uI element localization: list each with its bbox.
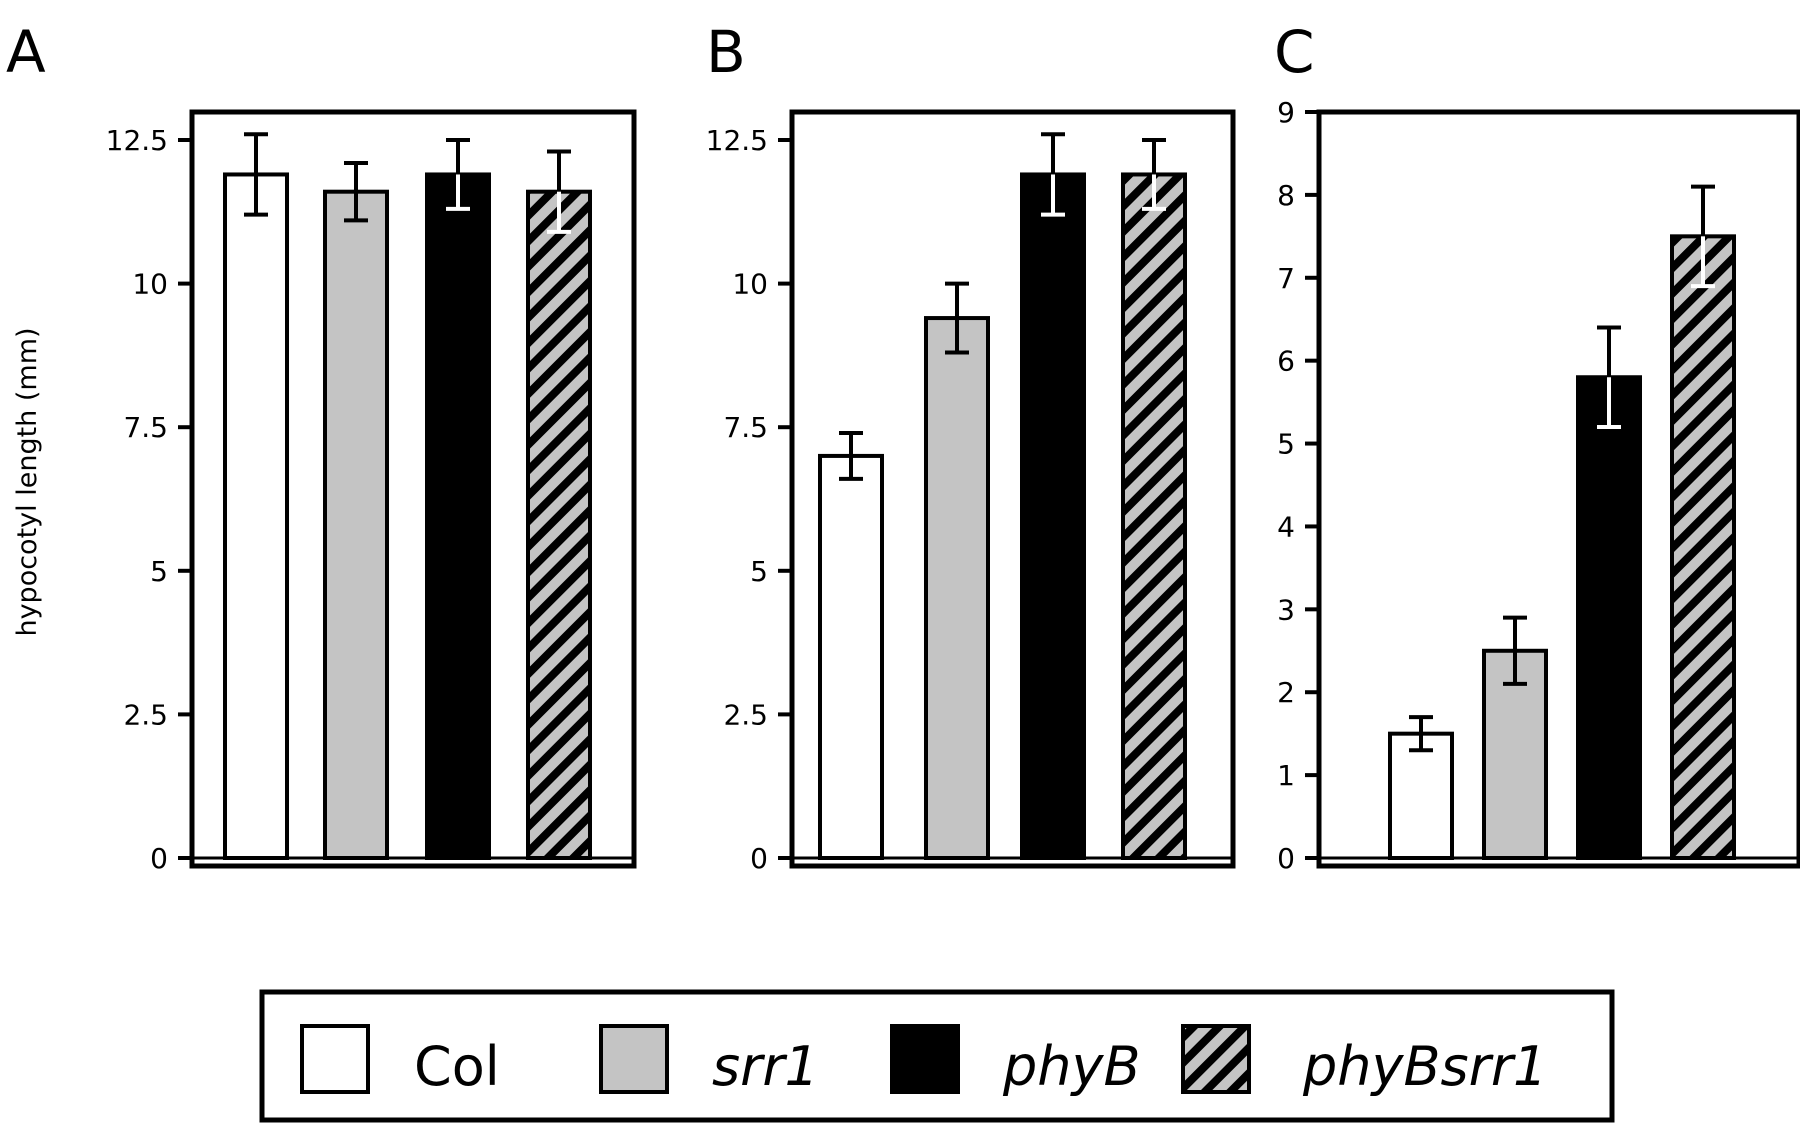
legend-swatch — [1181, 1024, 1251, 1094]
legend-swatch — [890, 1024, 960, 1094]
legend-swatch — [300, 1024, 370, 1094]
y-tick-label: 12.5 — [706, 124, 768, 157]
panel-C: C 0 1 2 3 4 5 6 7 8 9 — [1274, 18, 1800, 875]
legend-item-srr1: srr1 — [599, 1024, 819, 1098]
legend-swatch — [599, 1024, 669, 1094]
plot-frame — [1316, 109, 1800, 869]
y-tick-label: 7.5 — [723, 411, 768, 444]
plot-frame — [789, 109, 1236, 869]
bar-srr1 — [323, 189, 389, 861]
y-tick-label: 6 — [1277, 345, 1295, 378]
legend-frame — [259, 989, 1615, 1123]
y-tick-label: 8 — [1277, 179, 1295, 212]
legend-label: phyBsrr1 — [1302, 1035, 1547, 1098]
plot-frame — [189, 109, 637, 869]
y-tick-label: 7.5 — [123, 411, 168, 444]
panel-A: A 0 2.5 5 7.5 10 12.5 hypocotyl length (mm) — [6, 18, 637, 875]
legend-item-Col: Col — [300, 1024, 500, 1098]
y-tick-label: 3 — [1277, 593, 1295, 626]
legend-label: phyB — [1002, 1035, 1141, 1098]
y-tick-label: 7 — [1277, 262, 1295, 295]
y-tick-label: 2 — [1277, 676, 1295, 709]
legend-label: srr1 — [712, 1035, 819, 1098]
bar-phyB — [425, 172, 491, 861]
y-tick-label: 2.5 — [723, 698, 768, 731]
y-tick-label: 10 — [132, 268, 168, 301]
y-tick-label: 1 — [1277, 759, 1295, 792]
bar-phyB — [1020, 172, 1086, 861]
panel-B: B 0 2.5 5 7.5 10 12.5 — [706, 18, 1236, 875]
y-axis-label: hypocotyl length (mm) — [12, 327, 43, 636]
y-tick-label: 4 — [1277, 510, 1295, 543]
bar-phyB — [1576, 375, 1642, 860]
bar-srr1 — [924, 316, 990, 860]
y-tick-label: 10 — [732, 268, 768, 301]
y-tick-label: 9 — [1277, 96, 1295, 129]
bar-phyBsrr1 — [1670, 234, 1736, 861]
y-tick-label: 2.5 — [123, 698, 168, 731]
legend-item-phyB: phyB — [890, 1024, 1141, 1098]
y-tick-label: 0 — [1277, 842, 1295, 875]
y-tick-label: 5 — [150, 555, 168, 588]
y-tick-label: 5 — [750, 555, 768, 588]
bar-Col — [223, 172, 289, 861]
y-tick-label: 5 — [1277, 428, 1295, 461]
legend: Col srr1 phyB phyBsrr1 — [259, 989, 1615, 1123]
y-tick-label: 0 — [750, 842, 768, 875]
legend-label: Col — [414, 1035, 500, 1098]
bar-phyBsrr1 — [1121, 172, 1187, 861]
y-tick-label: 12.5 — [106, 124, 168, 157]
panel-letter-C: C — [1274, 18, 1315, 86]
y-tick-label: 0 — [150, 842, 168, 875]
legend-item-phyBsrr1: phyBsrr1 — [1181, 1024, 1547, 1098]
bar-Col — [818, 453, 884, 860]
bar-phyBsrr1 — [526, 189, 592, 861]
panel-letter-B: B — [706, 18, 746, 86]
bar-Col — [1388, 731, 1454, 861]
panel-letter-A: A — [6, 18, 46, 86]
